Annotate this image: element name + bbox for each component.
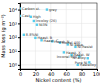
tick-label: 0 (19, 71, 22, 77)
tick-label: 20 (33, 71, 39, 77)
grid (20, 3, 97, 69)
chart: 0 20 40 60 80 100 10⁰ 10¹ 10² 10³ 10⁴ Carbon st. gre… (0, 0, 100, 84)
tick-label: 10² (9, 34, 17, 40)
tick: 100 (93, 69, 100, 77)
y-axis-title: Mass loss (g m⁻²) (0, 14, 7, 58)
point-label: grey (49, 8, 57, 12)
tick: 10³ (9, 21, 20, 27)
point (23, 34, 25, 36)
tick-label: 10¹ (9, 48, 17, 54)
grid-line (20, 51, 97, 52)
tick-mark (18, 37, 20, 38)
point-label: Ni-Resist (77, 45, 93, 49)
point (63, 51, 65, 53)
tick-label: 10⁴ (9, 7, 17, 13)
tick-label: 10⁰ (9, 62, 17, 68)
tick: 20 (33, 69, 39, 77)
tick-mark (18, 51, 20, 52)
x-axis-title: Nickel content (%) (35, 77, 81, 83)
point (46, 8, 48, 10)
tick: 40 (48, 69, 54, 77)
point-label: Ni3N (39, 23, 48, 27)
tick-mark (18, 23, 20, 24)
points (20, 7, 90, 66)
point-label: Cast (22, 14, 30, 18)
x-axis: 0 20 40 60 80 100 (19, 69, 100, 77)
tick: 10⁴ (9, 7, 20, 13)
tick: 10⁰ (9, 62, 20, 68)
frame (20, 3, 97, 69)
point (36, 24, 38, 26)
tick-label: 100 (93, 71, 100, 77)
y-axis: 10⁰ 10¹ 10² 10³ 10⁴ (9, 4, 21, 70)
point-labels: Carbon st.greyCastHighIncoloy (26)Ni3N8.… (22, 7, 96, 67)
tick: 0 (19, 69, 22, 77)
point (30, 16, 32, 18)
point-label: Hastelloy (80, 63, 96, 67)
tick: 80 (79, 69, 85, 77)
tick-mark (18, 65, 20, 66)
plot: 0 20 40 60 80 100 10⁰ 10¹ 10² 10³ 10⁴ Carbon st. gre… (9, 3, 100, 77)
tick: 10¹ (9, 48, 20, 54)
tick: 60 (64, 69, 70, 77)
point (33, 20, 35, 22)
tick-label: 60 (64, 71, 70, 77)
grid-line (20, 23, 97, 24)
tick-label: 10³ (9, 21, 17, 27)
tick-mark (18, 10, 20, 11)
grid-line (66, 3, 67, 69)
tick-label: 40 (48, 71, 54, 77)
axis-line (18, 4, 21, 70)
tick-label: 80 (79, 71, 85, 77)
tick: 10² (9, 34, 20, 40)
point-label: Carbon st. (22, 7, 40, 11)
